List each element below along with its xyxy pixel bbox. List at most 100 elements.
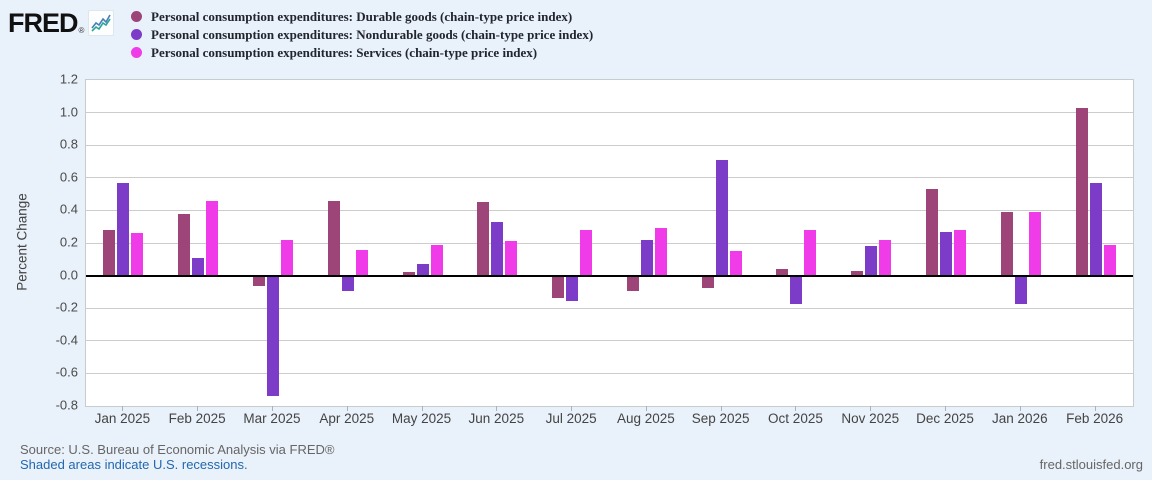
bar-nondurable-jul-2025[interactable] (566, 276, 579, 302)
bar-nondurable-dec-2025[interactable] (940, 231, 953, 276)
y-tick-label: 1.0 (59, 104, 78, 120)
legend-label: Personal consumption expenditures: Nondu… (151, 26, 594, 42)
bar-durable-nov-2025[interactable] (851, 270, 864, 276)
bar-nondurable-nov-2025[interactable] (865, 246, 878, 276)
x-tick-label: Jan 2026 (992, 411, 1048, 426)
bar-services-jun-2025[interactable] (505, 241, 518, 276)
bar-services-jul-2025[interactable] (580, 229, 593, 276)
bar-services-apr-2025[interactable] (355, 249, 368, 276)
bar-durable-feb-2026[interactable] (1075, 107, 1088, 276)
gridline (86, 177, 1133, 179)
bar-durable-sep-2025[interactable] (701, 276, 714, 288)
gridline (86, 209, 1133, 211)
bar-durable-jun-2025[interactable] (477, 202, 490, 276)
bar-durable-may-2025[interactable] (402, 272, 415, 276)
bar-services-may-2025[interactable] (430, 244, 443, 276)
bar-services-dec-2025[interactable] (954, 229, 967, 276)
x-tick-label: Jun 2025 (468, 411, 525, 426)
x-tick-label: Mar 2025 (243, 411, 301, 426)
x-tick-label: Dec 2025 (916, 411, 974, 426)
y-tick-label: 1.2 (59, 71, 78, 87)
bar-services-oct-2025[interactable] (804, 229, 817, 276)
bar-durable-mar-2025[interactable] (252, 276, 265, 287)
bar-nondurable-oct-2025[interactable] (790, 276, 803, 305)
gridline (86, 340, 1133, 342)
y-tick-label: 0.2 (59, 234, 78, 250)
y-tick-label: -0.4 (55, 332, 78, 348)
x-tick (122, 406, 124, 411)
registered-mark: ® (78, 26, 85, 35)
bar-nondurable-feb-2025[interactable] (192, 257, 205, 276)
legend-label: Personal consumption expenditures: Servi… (151, 44, 538, 60)
bar-nondurable-mar-2025[interactable] (266, 276, 279, 396)
gridline (86, 372, 1133, 374)
fred-logo: FRED ® (8, 8, 115, 38)
bar-durable-oct-2025[interactable] (776, 269, 789, 276)
bar-services-feb-2025[interactable] (206, 200, 219, 276)
legend-item-2: Personal consumption expenditures: Servi… (131, 44, 593, 61)
line-chart-icon (88, 10, 115, 36)
legend-item-0: Personal consumption expenditures: Durab… (131, 8, 593, 25)
bar-durable-feb-2025[interactable] (178, 213, 191, 276)
x-tick-label: May 2025 (391, 411, 452, 426)
gridline (86, 144, 1133, 146)
bar-durable-aug-2025[interactable] (626, 276, 639, 292)
recessions-link[interactable]: Shaded areas indicate U.S. recessions. (20, 457, 248, 472)
bar-durable-dec-2025[interactable] (926, 189, 939, 276)
x-tick-label: Nov 2025 (841, 411, 900, 426)
bar-nondurable-feb-2026[interactable] (1089, 182, 1102, 276)
bar-durable-jan-2026[interactable] (1000, 212, 1013, 276)
y-tick-label: 0.0 (59, 267, 78, 283)
bar-nondurable-sep-2025[interactable] (715, 159, 728, 276)
x-tick (197, 406, 199, 411)
legend-dot-icon (131, 29, 142, 40)
x-tick (720, 406, 722, 411)
gridline (86, 242, 1133, 244)
y-tick-label: 0.4 (59, 201, 78, 217)
legend-item-1: Personal consumption expenditures: Nondu… (131, 26, 593, 43)
x-tick (496, 406, 498, 411)
bar-durable-jan-2025[interactable] (103, 229, 116, 276)
bar-durable-apr-2025[interactable] (327, 200, 340, 276)
y-axis-title: Percent Change (14, 193, 30, 291)
x-tick-label: Jul 2025 (545, 411, 597, 426)
bar-services-jan-2025[interactable] (131, 233, 144, 276)
bar-services-sep-2025[interactable] (729, 251, 742, 276)
bar-nondurable-jan-2025[interactable] (117, 182, 130, 276)
x-tick-label: Apr 2025 (319, 411, 375, 426)
zero-line (86, 274, 1133, 277)
fred-logo-text: FRED (8, 8, 78, 38)
bar-services-mar-2025[interactable] (280, 239, 293, 276)
y-tick-label: -0.2 (55, 299, 78, 315)
bar-services-feb-2026[interactable] (1103, 244, 1116, 276)
plot-area (85, 79, 1134, 407)
x-tick (346, 406, 348, 411)
x-tick-label: Feb 2025 (168, 411, 226, 426)
y-tick-label: -0.6 (55, 364, 78, 380)
chart-legend: Personal consumption expenditures: Durab… (131, 8, 593, 62)
x-tick (870, 406, 872, 411)
x-tick-label: Jan 2025 (94, 411, 151, 426)
gridline (86, 307, 1133, 309)
x-tick-label: Sep 2025 (691, 411, 750, 426)
x-tick (421, 406, 423, 411)
y-tick-label: -0.8 (55, 397, 78, 413)
bar-services-aug-2025[interactable] (654, 228, 667, 276)
legend-dot-icon (131, 47, 142, 58)
x-tick (1094, 406, 1096, 411)
bar-nondurable-jun-2025[interactable] (491, 221, 504, 276)
legend-dot-icon (131, 11, 142, 22)
bar-nondurable-jan-2026[interactable] (1014, 276, 1027, 305)
bar-durable-jul-2025[interactable] (552, 276, 565, 298)
bar-services-jan-2026[interactable] (1028, 212, 1041, 276)
site-url: fred.stlouisfed.org (1039, 457, 1143, 472)
bar-nondurable-may-2025[interactable] (416, 264, 429, 276)
gridline (86, 112, 1133, 114)
legend-label: Personal consumption expenditures: Durab… (151, 8, 573, 24)
bar-services-nov-2025[interactable] (879, 239, 892, 276)
source-note: Source: U.S. Bureau of Economic Analysis… (20, 442, 335, 457)
x-tick (945, 406, 947, 411)
bar-nondurable-apr-2025[interactable] (341, 276, 354, 292)
bar-nondurable-aug-2025[interactable] (640, 239, 653, 276)
